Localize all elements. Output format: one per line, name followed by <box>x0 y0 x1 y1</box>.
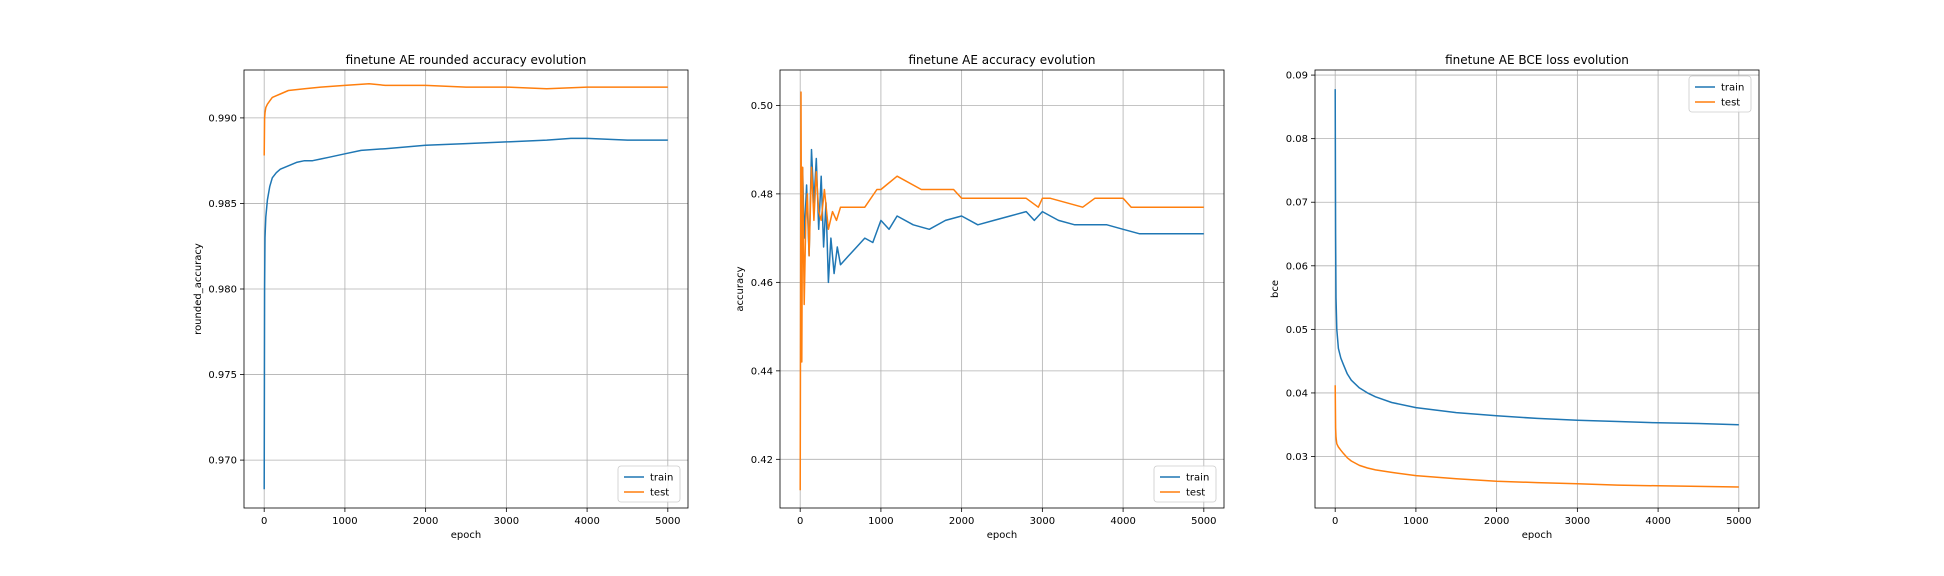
series-line-test <box>1334 385 1739 488</box>
y-tick-label: 0.42 <box>751 455 773 466</box>
y-tick-label: 0.05 <box>1286 325 1308 336</box>
x-axis-label: epoch <box>1522 530 1552 541</box>
y-tick-label: 0.03 <box>1286 452 1308 463</box>
legend-label-train: train <box>1186 473 1209 484</box>
x-tick-label: 0 <box>261 516 267 527</box>
axes-frame <box>1314 69 1760 509</box>
y-tick-label: 0.975 <box>208 370 237 381</box>
legend: train test <box>617 465 681 503</box>
legend-box <box>1153 465 1217 503</box>
y-tick-label: 0.980 <box>208 285 237 296</box>
x-tick-label: 5000 <box>1191 516 1216 527</box>
series-line-test <box>263 82 668 156</box>
y-tick-label: 0.985 <box>208 199 237 210</box>
x-tick-label: 4000 <box>574 516 599 527</box>
x-axis-label: epoch <box>987 530 1017 541</box>
legend-label-train: train <box>650 473 673 484</box>
legend-label-test: test <box>1186 488 1205 499</box>
y-tick-label: 0.48 <box>751 189 773 200</box>
x-tick-label: 4000 <box>1645 516 1670 527</box>
x-tick-label: 0 <box>797 516 803 527</box>
x-tick-label: 3000 <box>494 516 519 527</box>
legend-box <box>1688 75 1752 113</box>
series-line-test <box>799 91 1204 491</box>
legend-box <box>617 465 681 503</box>
subplot-bce-loss: 0 1000 2000 3000 4000 5000 0.03 0.04 0.05 0.06 0.0… <box>1270 53 1760 541</box>
legend: train test <box>1153 465 1217 503</box>
legend-label-test: test <box>650 488 669 499</box>
x-tick-label: 4000 <box>1110 516 1135 527</box>
y-tick-label: 0.46 <box>751 278 773 289</box>
series-line-train <box>263 137 668 490</box>
x-tick-label: 1000 <box>1403 516 1428 527</box>
x-tick-label: 3000 <box>1565 516 1590 527</box>
chart-title: finetune AE BCE loss evolution <box>1445 53 1629 67</box>
y-tick-label: 0.09 <box>1286 71 1308 82</box>
y-axis-label: accuracy <box>735 266 746 311</box>
y-tick-label: 0.990 <box>208 113 237 124</box>
chart-title: finetune AE accuracy evolution <box>909 53 1096 67</box>
x-axis-label: epoch <box>451 530 481 541</box>
x-tick-label: 2000 <box>413 516 438 527</box>
chart-title: finetune AE rounded accuracy evolution <box>346 53 587 67</box>
y-tick-label: 0.06 <box>1286 261 1308 272</box>
x-tick-label: 1000 <box>868 516 893 527</box>
y-tick-label: 0.970 <box>208 456 237 467</box>
subplot-rounded-accuracy: 0 1000 2000 3000 4000 5000 0.970 0.975 0.980 0.98… <box>193 53 689 541</box>
y-tick-label: 0.08 <box>1286 134 1308 145</box>
x-tick-label: 1000 <box>332 516 357 527</box>
axes-frame <box>779 69 1225 509</box>
subplot-accuracy: 0 1000 2000 3000 4000 5000 0.42 0.44 0.46 0.48 0.5… <box>735 53 1225 541</box>
x-tick-label: 2000 <box>949 516 974 527</box>
x-tick-label: 0 <box>1332 516 1338 527</box>
y-axis-label: bce <box>1270 280 1281 298</box>
legend: train test <box>1688 75 1752 113</box>
y-tick-label: 0.04 <box>1286 388 1308 399</box>
y-tick-label: 0.07 <box>1286 198 1308 209</box>
x-tick-label: 5000 <box>1726 516 1751 527</box>
y-tick-label: 0.50 <box>751 101 773 112</box>
x-tick-label: 2000 <box>1484 516 1509 527</box>
x-tick-label: 5000 <box>655 516 680 527</box>
y-axis-label: rounded_accuracy <box>193 243 204 335</box>
series-line-train <box>801 148 1204 284</box>
y-tick-label: 0.44 <box>751 366 773 377</box>
legend-label-train: train <box>1721 83 1744 94</box>
legend-label-test: test <box>1721 98 1740 109</box>
x-tick-label: 3000 <box>1030 516 1055 527</box>
series-line-train <box>1334 89 1739 426</box>
